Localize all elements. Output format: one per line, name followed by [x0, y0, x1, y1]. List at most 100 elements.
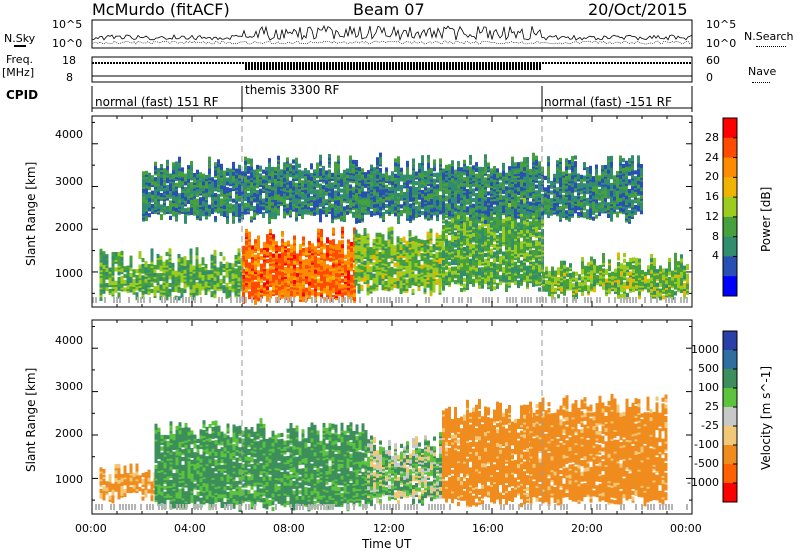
echo-cell	[245, 240, 248, 245]
nave-mark	[410, 62, 412, 70]
nave-mark	[131, 62, 133, 64]
echo-cell	[538, 245, 541, 250]
nave-mark	[239, 62, 241, 64]
echo-cell	[196, 210, 199, 215]
echo-cell	[396, 265, 400, 270]
echo-cell	[299, 295, 302, 300]
echo-cell	[538, 272, 541, 277]
echo-cell	[248, 241, 251, 246]
echo-cell	[432, 244, 436, 249]
echo-cell	[245, 263, 248, 268]
nave-mark	[452, 62, 454, 70]
echo-cell	[256, 203, 259, 208]
echo-cell	[411, 256, 415, 261]
echo-cell	[214, 216, 217, 221]
echo-cell	[390, 243, 394, 248]
echo-cell	[390, 226, 394, 231]
echo-cell	[411, 252, 415, 257]
nave-mark	[161, 62, 163, 64]
echo-cell	[526, 258, 529, 263]
echo-cell	[190, 182, 193, 187]
echo-cell	[198, 263, 202, 268]
echo-cell	[211, 184, 214, 190]
echo-cell	[178, 193, 181, 198]
echo-cell	[545, 285, 548, 290]
echo-cell	[623, 268, 626, 273]
echo-cell	[429, 269, 433, 274]
echo-cell	[402, 250, 406, 255]
echo-cell	[357, 268, 361, 273]
echo-cell	[475, 219, 478, 224]
echo-cell	[326, 273, 329, 278]
echo-cell	[659, 265, 662, 270]
echo-cell	[535, 232, 538, 237]
echo-cell	[181, 194, 184, 199]
echo-cell	[207, 270, 211, 275]
echo-cell	[231, 284, 235, 289]
echo-cell	[350, 278, 353, 283]
echo-cell	[463, 283, 466, 288]
echo-cell	[151, 204, 154, 209]
echo-cell	[287, 259, 290, 264]
echo-cell	[280, 182, 283, 187]
nsky-label: N.Sky	[4, 32, 36, 45]
nave-mark	[167, 62, 169, 64]
echo-cell	[242, 278, 245, 283]
echo-cell	[311, 277, 314, 283]
echo-cell	[287, 290, 290, 295]
echo-cell	[402, 244, 406, 249]
echo-cell	[535, 239, 538, 244]
echo-cell	[354, 246, 358, 251]
echo-cell	[526, 283, 529, 288]
echo-cell	[148, 172, 151, 177]
echo-cell	[596, 265, 599, 270]
nave-mark	[98, 62, 100, 64]
echo-cell	[231, 274, 235, 279]
nave-mark	[500, 62, 502, 70]
echo-cell	[566, 267, 569, 272]
echo-cell	[154, 205, 157, 211]
echo-cell	[272, 253, 275, 258]
echo-cell	[259, 209, 262, 214]
echo-cell	[266, 247, 269, 252]
echo-cell	[414, 278, 418, 283]
echo-cell	[393, 245, 397, 250]
echo-cell	[575, 281, 578, 286]
echo-cell	[472, 223, 475, 228]
echo-cell	[308, 241, 311, 246]
echo-cell	[308, 271, 311, 276]
echo-cell	[411, 277, 415, 282]
echo-cell	[405, 254, 409, 259]
echo-cell	[117, 292, 121, 297]
nave-mark	[281, 62, 283, 70]
echo-cell	[357, 289, 361, 294]
echo-cell	[238, 164, 241, 169]
echo-cell	[254, 275, 257, 280]
echo-cell	[623, 281, 626, 286]
echo-cell	[219, 278, 223, 284]
nave-mark	[305, 62, 307, 70]
echo-cell	[578, 281, 581, 287]
nave-mark	[395, 62, 397, 70]
echo-cell	[311, 243, 314, 248]
station-title: McMurdo (fitACF)	[92, 0, 230, 19]
echo-cell	[408, 237, 412, 242]
echo-cell	[366, 233, 370, 238]
nave-mark	[95, 62, 97, 64]
echo-cell	[305, 251, 308, 256]
echo-cell	[445, 279, 448, 284]
echo-cell	[341, 284, 344, 289]
nave-mark	[125, 62, 127, 64]
nave-mark	[110, 62, 112, 64]
nave-mark	[344, 62, 346, 70]
echo-cell	[302, 271, 305, 276]
echo-cell	[517, 241, 520, 246]
echo-cell	[256, 184, 259, 189]
echo-cell	[238, 170, 241, 175]
echo-cell	[626, 271, 629, 276]
nave-mark	[578, 62, 580, 64]
echo-cell	[487, 275, 490, 280]
echo-cell	[187, 178, 190, 183]
echo-cell	[378, 251, 382, 257]
